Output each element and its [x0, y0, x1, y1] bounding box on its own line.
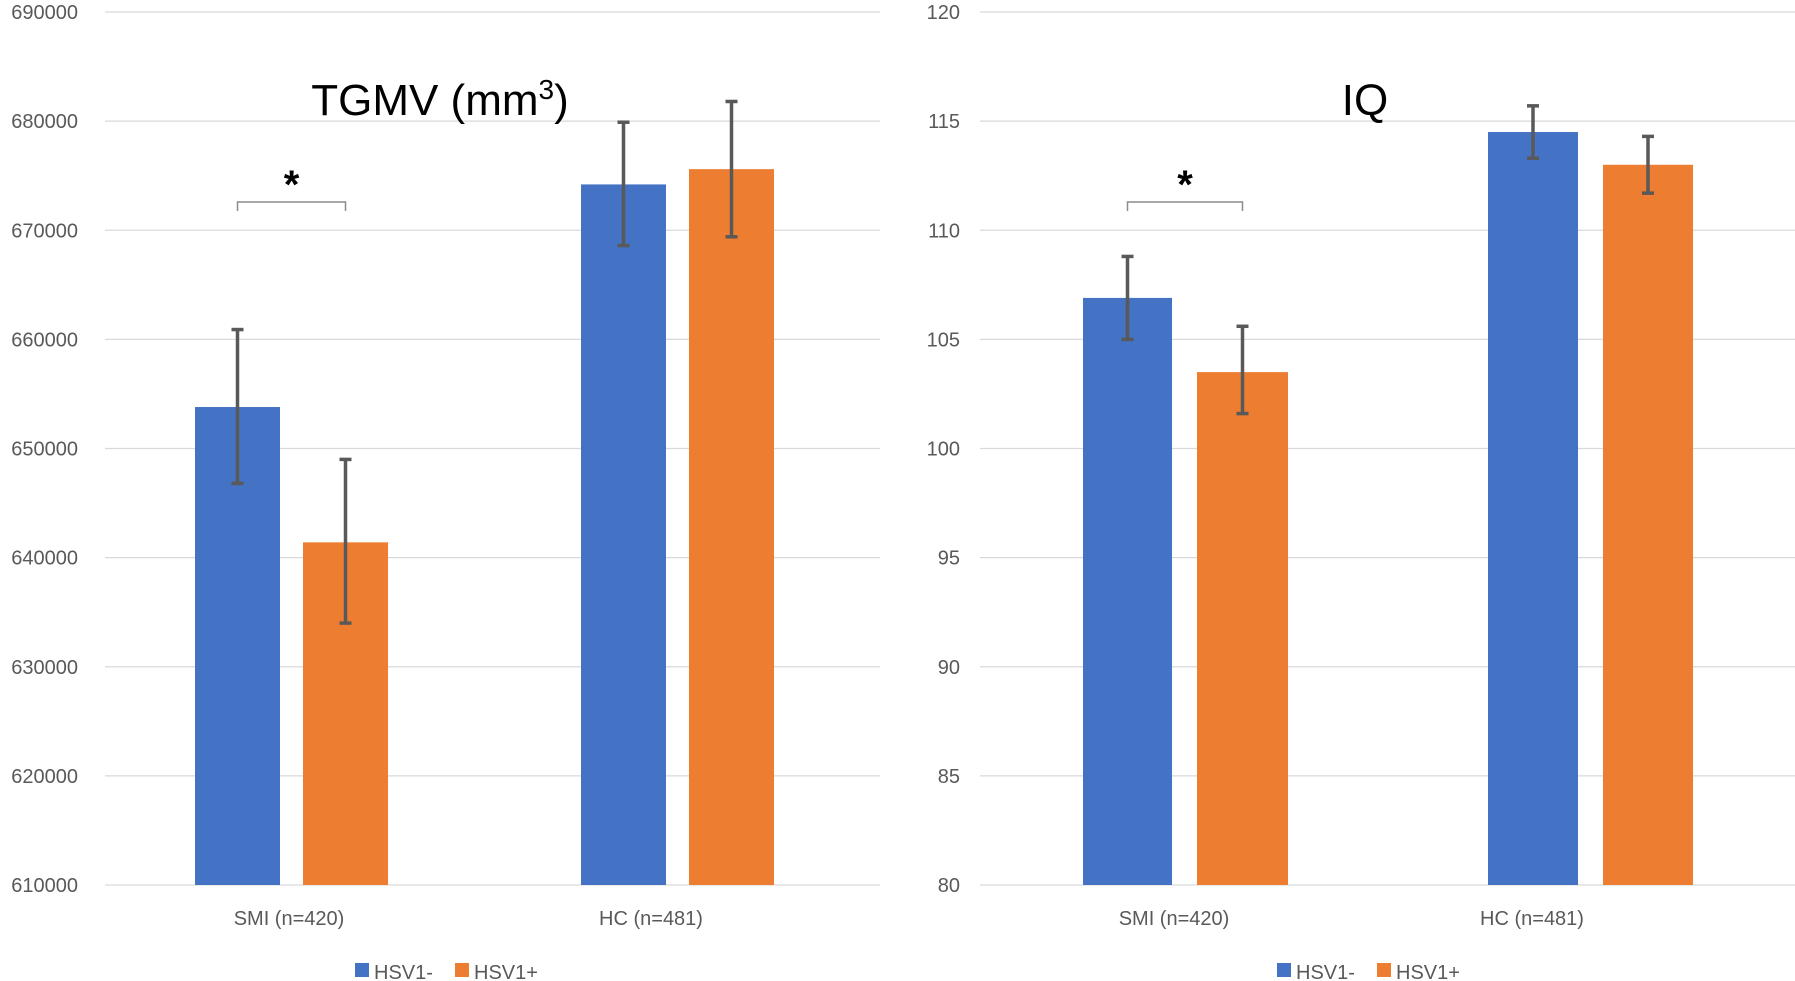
iq-y-tick-label: 85: [938, 766, 960, 788]
iq-bars: [1083, 132, 1693, 886]
iq-error-bar-hsv1-neg-hc: [1527, 104, 1539, 160]
iq-significance-star: *: [1177, 163, 1193, 207]
iq-y-tick-label: 100: [927, 439, 960, 461]
tgmv-legend-label-hsv1-neg: HSV1-: [374, 962, 433, 981]
tgmv-y-tick-label: 640000: [11, 548, 78, 570]
tgmv-significance: *: [236, 163, 347, 211]
iq-significance-bracket: [1126, 201, 1244, 211]
tgmv-bars: [195, 169, 774, 886]
iq-legend-label-hsv1-neg: HSV1-: [1296, 962, 1355, 981]
tgmv-bar-hsv1-pos-hc: [689, 169, 774, 885]
iq-legend-swatch-hsv1-neg: [1277, 963, 1291, 977]
iq-category-label-hc: HC (n=481): [1480, 908, 1584, 930]
iq-bar-hsv1-neg-hc: [1488, 132, 1578, 886]
tgmv-y-tick-label: 680000: [11, 111, 78, 133]
tgmv-error-bar-hsv1-pos-smi: [339, 457, 352, 625]
tgmv-error-bar-hsv1-neg-hc: [617, 120, 630, 248]
tgmv-category-label-smi: SMI (n=420): [234, 908, 345, 930]
tgmv-title: TGMV (mm3): [311, 74, 569, 125]
tgmv-legend-swatch-hsv1-pos: [455, 963, 469, 977]
tgmv-category-label-hc: HC (n=481): [599, 908, 703, 930]
iq-legend: HSV1- HSV1+: [1277, 962, 1460, 981]
tgmv-y-tick-label: 620000: [11, 766, 78, 788]
iq-bar-hsv1-neg-smi: [1083, 297, 1172, 886]
tgmv-error-bars: [231, 99, 738, 625]
tgmv-error-bar-hsv1-pos-hc: [725, 99, 738, 239]
tgmv-y-axis: 610000 620000 630000 640000 650000 660000 6700…: [11, 2, 78, 897]
iq-category-label-smi: SMI (n=420): [1119, 908, 1230, 930]
iq-y-tick-label: 90: [938, 657, 960, 679]
iq-y-axis: 80 85 90 95 100 105 110 115 120: [927, 2, 960, 897]
iq-bar-hsv1-pos-smi: [1197, 372, 1288, 885]
tgmv-y-tick-label: 610000: [11, 875, 78, 897]
tgmv-legend-label-hsv1-pos: HSV1+: [474, 962, 538, 981]
iq-y-tick-label: 95: [938, 548, 960, 570]
chart-tgmv: 610000 620000 630000 640000 650000 660000 6700…: [11, 2, 880, 981]
tgmv-significance-star: *: [284, 163, 300, 207]
iq-title: IQ: [1342, 76, 1388, 125]
tgmv-y-tick-label: 650000: [11, 439, 78, 461]
iq-y-tick-label: 80: [938, 875, 960, 897]
tgmv-legend-swatch-hsv1-neg: [355, 963, 369, 977]
iq-y-tick-label: 115: [928, 111, 960, 133]
tgmv-y-tick-label: 670000: [11, 220, 78, 242]
tgmv-legend: HSV1- HSV1+: [355, 962, 538, 981]
iq-error-bars: [1121, 104, 1654, 416]
iq-legend-swatch-hsv1-pos: [1377, 963, 1391, 977]
iq-y-tick-label: 110: [928, 220, 960, 242]
iq-significance: *: [1126, 163, 1244, 211]
iq-x-axis: SMI (n=420) HC (n=481): [1119, 908, 1584, 930]
iq-error-bar-hsv1-pos-smi: [1236, 324, 1249, 416]
tgmv-error-bar-hsv1-neg-smi: [231, 327, 244, 486]
tgmv-y-tick-label: 660000: [11, 329, 78, 351]
tgmv-bar-hsv1-neg-smi: [195, 407, 280, 885]
tgmv-y-tick-label: 630000: [11, 657, 78, 679]
chart-iq: 80 85 90 95 100 105 110 115 120 IQ * SMI (n=420)…: [927, 2, 1795, 981]
iq-y-tick-label: 120: [927, 2, 960, 24]
tgmv-significance-bracket: [236, 201, 347, 211]
tgmv-bar-hsv1-neg-hc: [581, 184, 666, 886]
iq-y-tick-label: 105: [927, 329, 960, 351]
iq-error-bar-hsv1-neg-smi: [1121, 254, 1134, 342]
iq-legend-label-hsv1-pos: HSV1+: [1396, 962, 1460, 981]
tgmv-x-axis: SMI (n=420) HC (n=481): [234, 908, 703, 930]
iq-bar-hsv1-pos-hc: [1603, 164, 1693, 885]
iq-error-bar-hsv1-pos-hc: [1642, 134, 1654, 195]
tgmv-y-tick-label: 690000: [11, 2, 78, 24]
